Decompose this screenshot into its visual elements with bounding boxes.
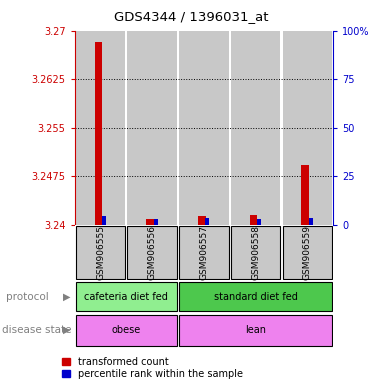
Bar xyxy=(154,220,158,225)
Bar xyxy=(231,31,280,225)
Text: ▶: ▶ xyxy=(63,325,71,335)
Bar xyxy=(250,215,257,225)
Text: GSM906556: GSM906556 xyxy=(148,225,157,280)
Text: obese: obese xyxy=(112,325,141,335)
FancyBboxPatch shape xyxy=(231,226,280,279)
Bar xyxy=(179,31,229,225)
FancyBboxPatch shape xyxy=(283,226,332,279)
FancyBboxPatch shape xyxy=(179,282,332,311)
Bar xyxy=(257,219,261,225)
Text: cafeteria diet fed: cafeteria diet fed xyxy=(85,291,168,302)
Text: lean: lean xyxy=(245,325,266,335)
Bar xyxy=(198,216,206,225)
Bar xyxy=(301,164,309,225)
Text: GSM906555: GSM906555 xyxy=(96,225,105,280)
FancyBboxPatch shape xyxy=(179,226,229,279)
Text: GSM906557: GSM906557 xyxy=(200,225,208,280)
Bar xyxy=(128,31,177,225)
Text: ▶: ▶ xyxy=(63,291,71,302)
Text: GSM906559: GSM906559 xyxy=(303,225,312,280)
FancyBboxPatch shape xyxy=(76,282,177,311)
Text: GSM906558: GSM906558 xyxy=(251,225,260,280)
Legend: transformed count, percentile rank within the sample: transformed count, percentile rank withi… xyxy=(62,357,243,379)
Text: protocol: protocol xyxy=(6,291,49,302)
Bar xyxy=(309,218,313,225)
FancyBboxPatch shape xyxy=(128,226,177,279)
Bar xyxy=(205,218,210,225)
FancyBboxPatch shape xyxy=(76,315,177,346)
Bar xyxy=(76,31,125,225)
Bar xyxy=(102,216,106,225)
Text: disease state: disease state xyxy=(2,325,71,335)
FancyBboxPatch shape xyxy=(179,315,332,346)
Text: GDS4344 / 1396031_at: GDS4344 / 1396031_at xyxy=(114,10,269,23)
Bar xyxy=(146,220,154,225)
Text: standard diet fed: standard diet fed xyxy=(214,291,298,302)
Bar xyxy=(283,31,332,225)
Bar xyxy=(95,42,102,225)
FancyBboxPatch shape xyxy=(76,226,125,279)
